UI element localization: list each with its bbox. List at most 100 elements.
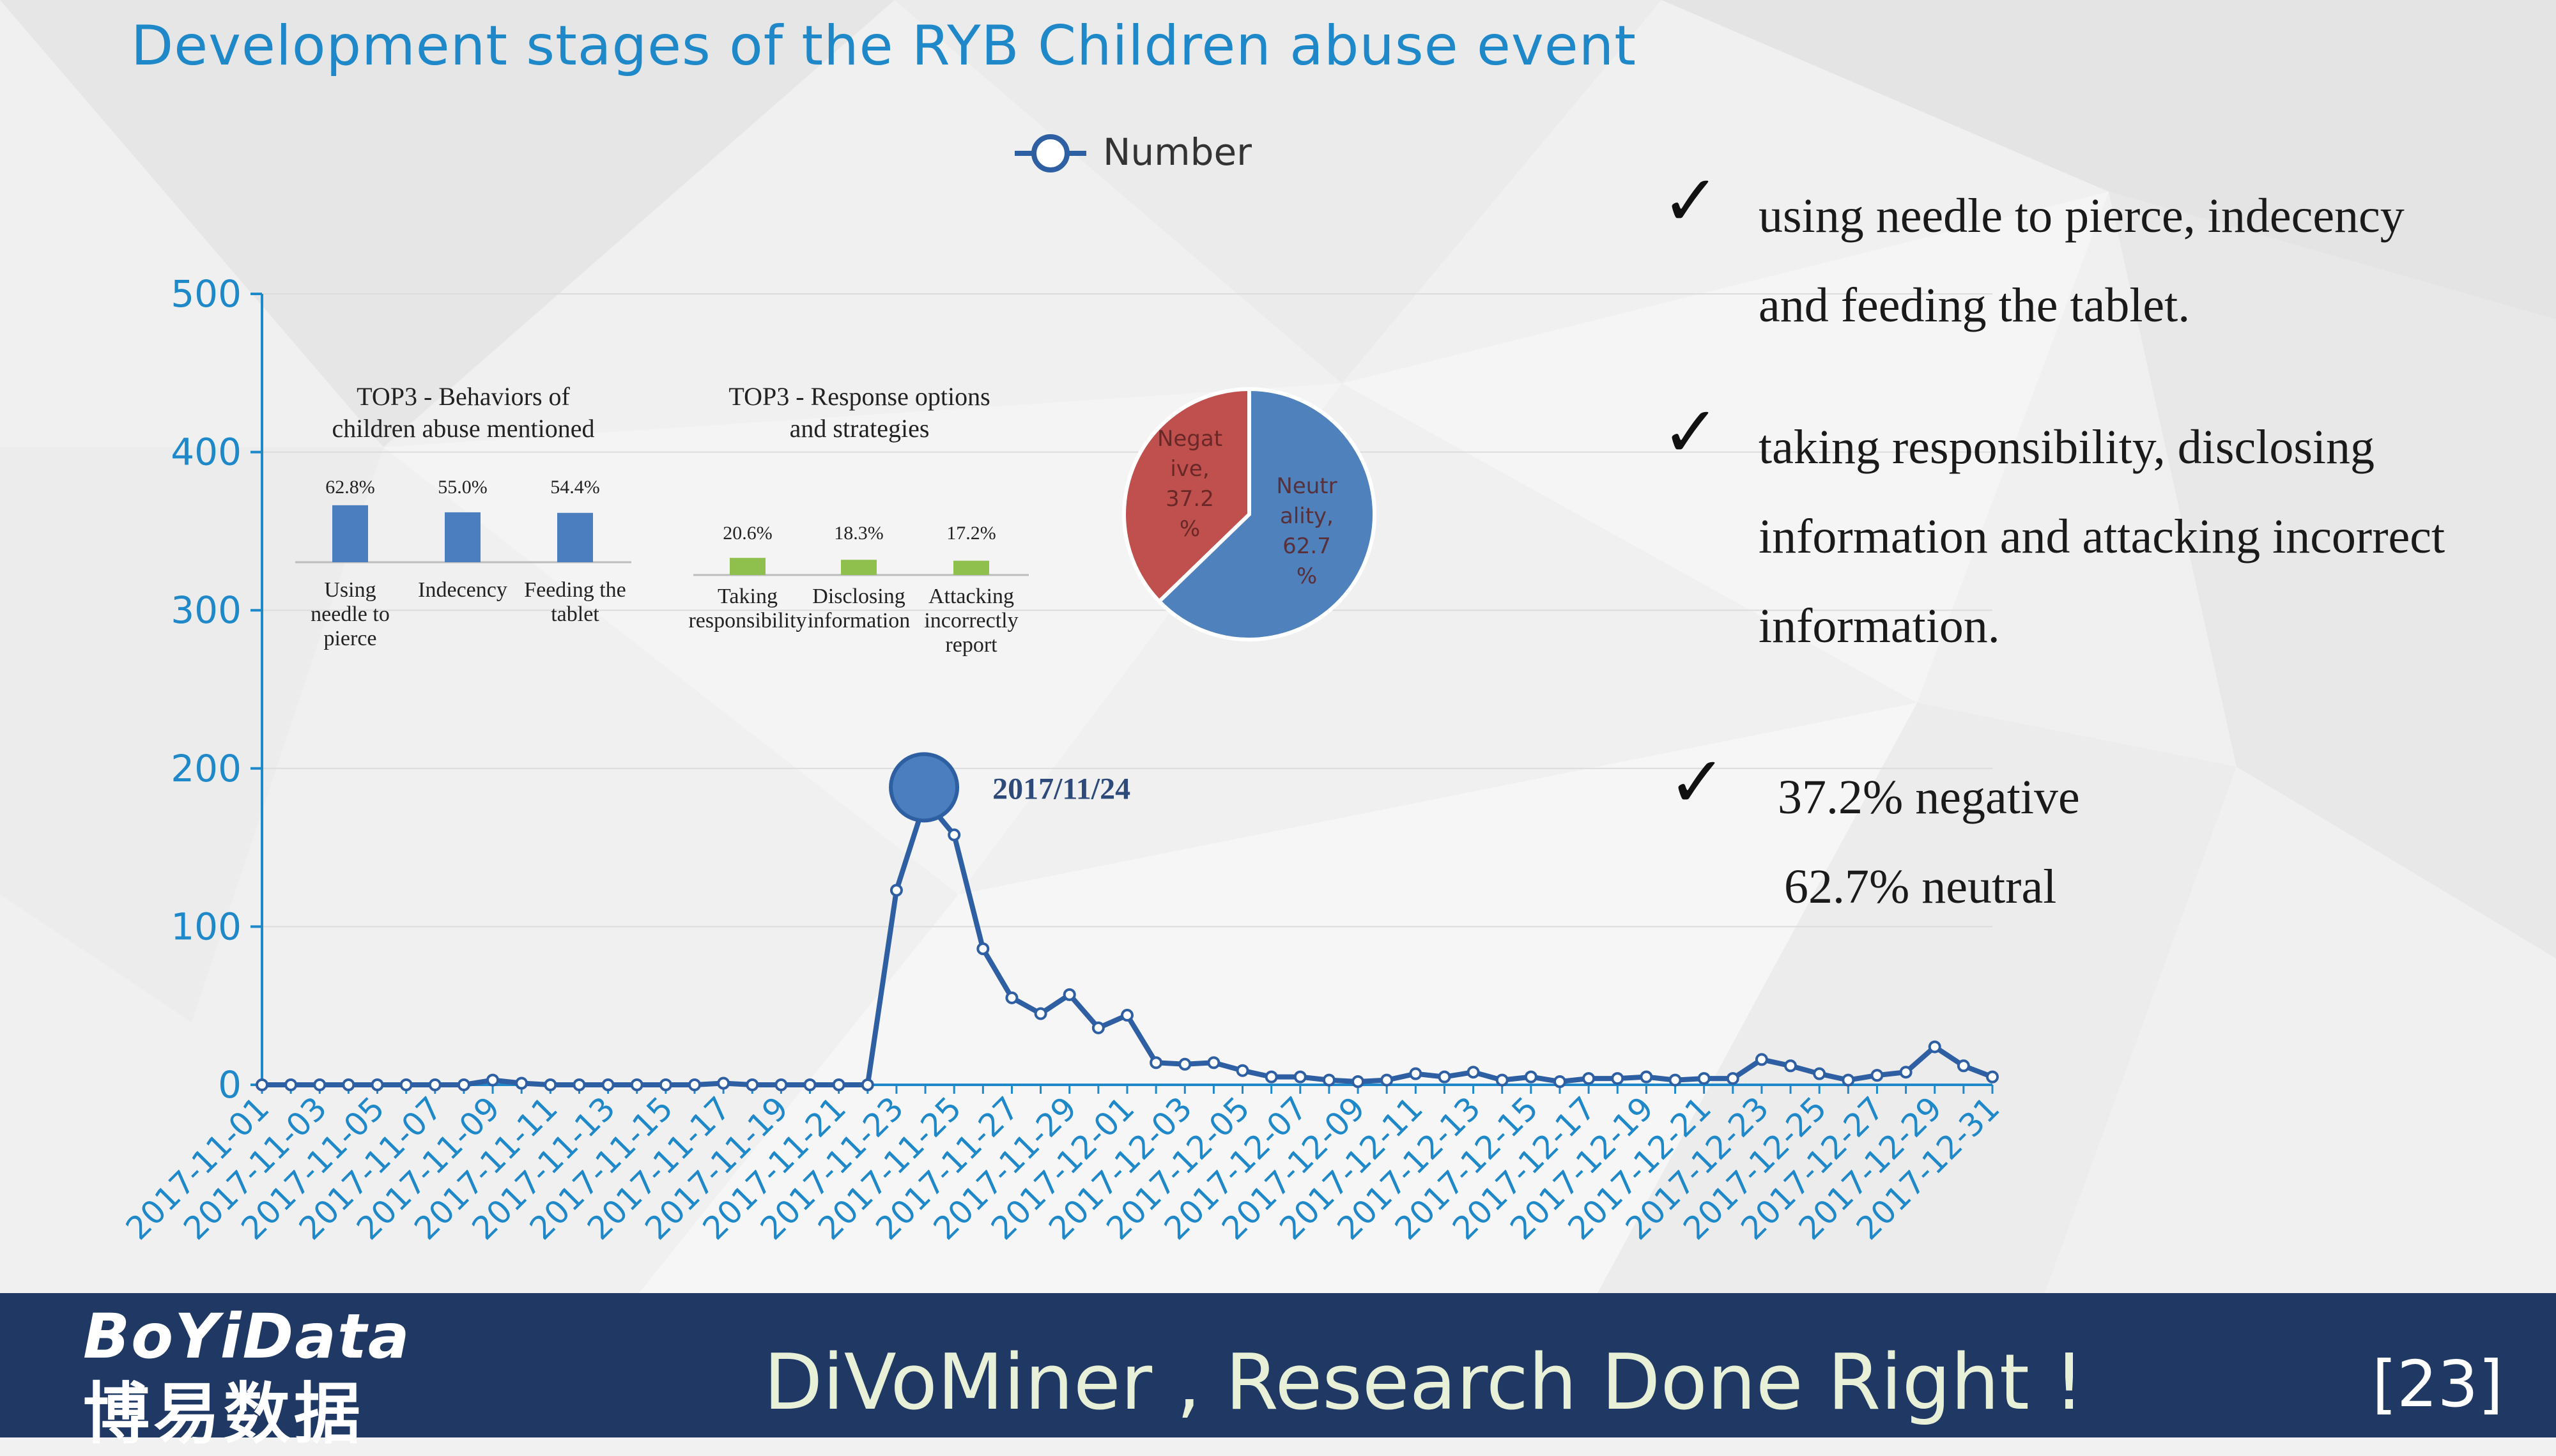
page-number: [23] <box>2372 1347 2504 1422</box>
bar <box>730 558 766 575</box>
data-point <box>630 1078 643 1091</box>
peak-marker <box>889 752 960 823</box>
data-point <box>1870 1069 1884 1082</box>
data-point <box>774 1078 788 1091</box>
data-point <box>1611 1072 1624 1085</box>
background-pattern <box>1661 0 2556 319</box>
data-point <box>284 1078 298 1091</box>
data-point <box>659 1078 672 1091</box>
bar-category-label: Attacking <box>928 585 1014 608</box>
data-point <box>861 1078 874 1091</box>
bar-category-label: Taking <box>718 585 778 608</box>
data-point <box>1899 1066 1913 1079</box>
bar <box>841 560 877 575</box>
logo: BoYiData <box>83 1301 411 1372</box>
data-point <box>746 1078 759 1091</box>
data-point <box>1697 1072 1711 1085</box>
data-point <box>399 1078 413 1091</box>
legend-label: Number <box>1103 130 1252 174</box>
pie-slice-label: ive, <box>1170 456 1209 482</box>
data-point <box>803 1078 817 1091</box>
bullet-line: and feeding the tablet. <box>1759 279 2190 332</box>
page-title: Development stages of the RYB Children a… <box>131 14 1636 78</box>
data-point <box>1034 1007 1047 1020</box>
bar-value-label: 62.8% <box>325 477 375 498</box>
bar <box>445 512 481 562</box>
data-point <box>1265 1070 1278 1084</box>
data-point <box>1986 1070 1999 1084</box>
data-point <box>1236 1064 1249 1077</box>
check-icon: ✓ <box>1661 160 1721 241</box>
data-point <box>688 1078 701 1091</box>
data-point <box>1351 1075 1365 1089</box>
data-point <box>1524 1070 1537 1084</box>
pie-slice-label: 62.7 <box>1282 533 1331 559</box>
y-tick-label: 0 <box>218 1063 242 1107</box>
bar-category-label: Feeding the <box>524 578 626 602</box>
data-point <box>1150 1056 1163 1069</box>
data-point <box>1640 1070 1653 1084</box>
check-icon: ✓ <box>1661 391 1721 473</box>
data-point <box>342 1078 355 1091</box>
data-point <box>832 1078 845 1091</box>
bullet-line: information and attacking incorrect <box>1759 510 2445 563</box>
bar-category-label: Indecency <box>418 578 507 602</box>
data-point <box>976 942 990 956</box>
bar-value-label: 54.4% <box>550 477 600 498</box>
bar-category-label: pierce <box>323 627 376 650</box>
y-tick-label: 500 <box>171 272 242 316</box>
pie-slice-label: ality, <box>1280 503 1334 529</box>
data-point <box>1755 1053 1768 1066</box>
data-point <box>486 1073 500 1087</box>
data-point <box>1495 1073 1509 1087</box>
data-point <box>1178 1057 1192 1071</box>
bullet-line: taking responsibility, disclosing <box>1759 420 2375 474</box>
data-point <box>601 1078 615 1091</box>
data-point <box>573 1078 586 1091</box>
data-point <box>1553 1075 1566 1089</box>
data-point <box>1813 1067 1826 1080</box>
data-point <box>1409 1067 1422 1080</box>
data-point <box>1582 1072 1596 1085</box>
data-point <box>1207 1056 1220 1069</box>
mini-chart-title: TOP3 - Response options <box>728 382 990 411</box>
mini-chart-title: children abuse mentioned <box>332 414 595 443</box>
y-tick-label: 100 <box>171 905 242 948</box>
data-point <box>889 884 903 897</box>
bar-category-label: needle to <box>311 602 390 626</box>
bar-value-label: 20.6% <box>723 523 773 544</box>
peak-annotation-label: 2017/11/24 <box>992 772 1130 806</box>
bar <box>953 560 989 575</box>
data-point <box>1928 1040 1941 1054</box>
mini-chart-title: and strategies <box>790 414 930 443</box>
data-point <box>515 1077 528 1090</box>
pie-slice <box>1156 387 1376 641</box>
bullet-line: 62.7% neutral <box>1784 860 2057 914</box>
legend-marker-icon <box>1031 134 1070 172</box>
data-point <box>1091 1021 1105 1034</box>
data-point <box>544 1078 557 1091</box>
data-point <box>1121 1009 1134 1022</box>
data-point <box>1380 1073 1394 1087</box>
footer-bar <box>0 1293 2556 1437</box>
footer-slogan: DiVoMiner , Research Done Right ! <box>764 1338 2085 1427</box>
bar-category-label: report <box>945 633 997 657</box>
data-point <box>457 1078 470 1091</box>
bar <box>332 505 368 562</box>
y-tick-label: 300 <box>171 588 242 632</box>
data-point <box>948 828 961 841</box>
bar-value-label: 18.3% <box>834 523 884 544</box>
data-point <box>1005 991 1019 1004</box>
trend-line-chart: 01002003004005002017-11-012017-11-032017… <box>119 130 2006 1247</box>
pie-slice-label: Negat <box>1157 426 1222 452</box>
bar-category-label: information <box>808 609 911 632</box>
bar-category-label: tablet <box>551 602 599 626</box>
mini-chart-title: TOP3 - Behaviors of <box>357 382 570 411</box>
bullet-line: information. <box>1759 599 2000 653</box>
data-point <box>1438 1070 1451 1084</box>
bar <box>557 512 593 562</box>
data-point <box>1842 1073 1855 1087</box>
bar-category-label: incorrectly <box>924 609 1018 632</box>
bar-value-label: 17.2% <box>946 523 996 544</box>
data-point <box>371 1078 384 1091</box>
